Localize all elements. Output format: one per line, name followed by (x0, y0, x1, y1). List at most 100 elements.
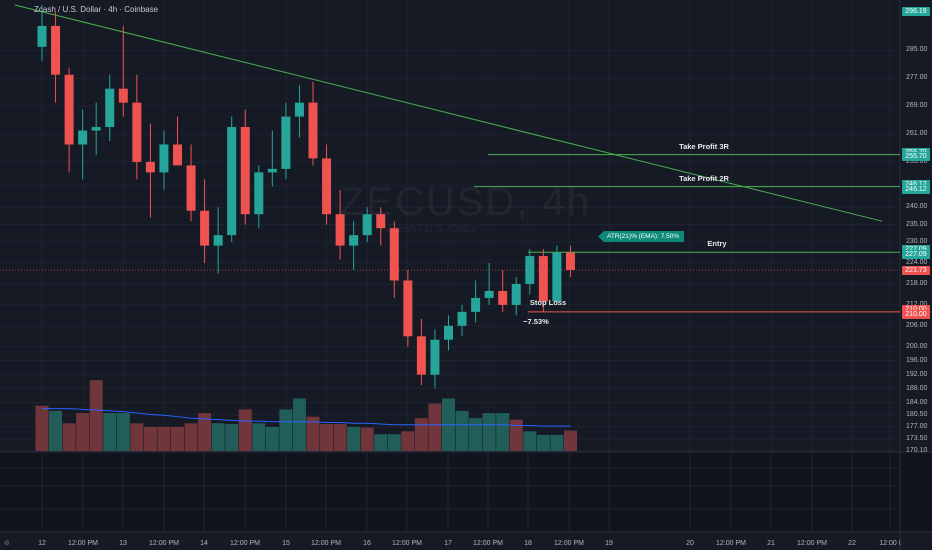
entry-tag-a: 227.09 (902, 245, 930, 255)
candle (308, 102, 318, 159)
candle (105, 88, 115, 128)
volume-bar (428, 403, 442, 451)
volume-bar (225, 423, 239, 451)
candle (227, 127, 237, 236)
symbol-watermark-subtitle: Zcash / U.S. Dollar (386, 223, 479, 235)
price-tick-label: 206.00 (906, 321, 928, 329)
volume-bar (320, 423, 334, 451)
candle (484, 290, 494, 298)
candle (403, 280, 413, 337)
candle (552, 252, 562, 302)
price-tick-label: 240.00 (906, 203, 928, 211)
volume-bar (198, 413, 212, 451)
candle (64, 74, 74, 145)
volume-bar (89, 380, 103, 451)
price-tick-label: 170.10 (906, 447, 928, 454)
volume-bar (76, 413, 90, 451)
candle (322, 158, 332, 215)
candle (565, 252, 575, 271)
stop-loss-label[interactable]: Stop Loss (529, 297, 567, 307)
time-tick-label: 12:00 PM (554, 540, 584, 547)
candle (498, 290, 508, 305)
candle (145, 161, 155, 173)
candle (254, 172, 264, 215)
time-tick-label: 13 (119, 540, 127, 547)
take-profit-2r-label[interactable]: Take Profit 2R (679, 173, 729, 183)
time-tick-label: 12:00 PM (716, 540, 746, 547)
atr-indicator-label[interactable]: ATR(21)% (EMA): 7.50% (598, 231, 685, 242)
price-tick-label: 177.00 (906, 422, 928, 430)
volume-bar (171, 426, 184, 451)
volume-bar (130, 423, 144, 451)
volume-bar (536, 434, 550, 451)
candle (186, 165, 196, 211)
candle (416, 336, 426, 375)
entry-label[interactable]: Entry (707, 239, 727, 249)
price-tick-label: 235.00 (906, 220, 928, 228)
time-tick-label: 12:00 PM (230, 540, 260, 547)
take-profit-3r-label[interactable]: Take Profit 3R (679, 141, 729, 151)
candle (471, 297, 481, 312)
chart-title[interactable]: Zcash / U.S. Dollar · 4h · Coinbase (34, 5, 159, 14)
time-tick-label: 12:00 I (879, 540, 901, 547)
volume-bar (157, 426, 171, 451)
price-tick-label: 184.00 (906, 398, 928, 406)
time-tick-label: 12:00 PM (797, 540, 827, 547)
lower-pane (0, 452, 932, 532)
volume-bar (292, 398, 306, 451)
time-tick-label: 12:00 PM (473, 540, 503, 547)
price-tick-label: 192.00 (906, 370, 928, 378)
volume-bar (347, 426, 361, 451)
candle (51, 25, 61, 75)
candle (444, 325, 453, 340)
candle (389, 228, 399, 281)
volume-bar (265, 426, 279, 451)
volume-bar (279, 409, 293, 451)
candle (132, 102, 142, 162)
volume-bar (238, 409, 252, 451)
main-pane (0, 0, 900, 452)
time-tick-label: 22 (848, 540, 856, 547)
volume-bar (211, 423, 225, 451)
top-price-tag: 296.19 (902, 6, 930, 16)
volume-bar (116, 413, 130, 451)
volume-bar (62, 423, 76, 451)
time-tick-label: 19 (605, 540, 613, 547)
time-tick-label: 12 (38, 540, 46, 547)
candle (430, 339, 440, 375)
volume-bar (360, 427, 374, 451)
volume-bar (550, 434, 564, 451)
price-tick-label: 224.00 (906, 259, 928, 267)
time-tick-label: 20 (686, 540, 694, 547)
candle (173, 144, 182, 166)
candle (511, 283, 521, 305)
price-tick-label: 180.50 (906, 410, 928, 418)
tp2-tag-b: 246.12 (902, 184, 930, 194)
candle (362, 214, 372, 236)
price-tick-label: 253.00 (906, 157, 928, 165)
candle (281, 116, 291, 169)
price-tick-label: 269.00 (906, 102, 928, 110)
candle (335, 214, 345, 246)
candle (159, 144, 169, 173)
time-tick-label: 18 (524, 540, 532, 547)
volume-bar (509, 419, 523, 451)
volume-bar (401, 431, 415, 451)
time-tick-label: 12:00 PM (392, 540, 422, 547)
volume-bar (414, 418, 428, 451)
volume-bar (374, 434, 388, 451)
volume-bar (563, 430, 577, 451)
timezone-icon[interactable]: ⊘ (4, 540, 10, 547)
sl-tag-a: 210.00 (902, 304, 930, 314)
price-tick-label: 261.00 (906, 130, 928, 138)
price-tick-label: 173.50 (906, 435, 928, 443)
tp3-tag-b: 255.70 (902, 152, 930, 162)
volume-bar (35, 405, 49, 451)
candle (267, 168, 277, 173)
volume-bar (496, 413, 510, 451)
candle (349, 235, 359, 246)
volume-bar (103, 413, 117, 451)
symbol-watermark: ZECUSD, 4h (340, 180, 592, 224)
